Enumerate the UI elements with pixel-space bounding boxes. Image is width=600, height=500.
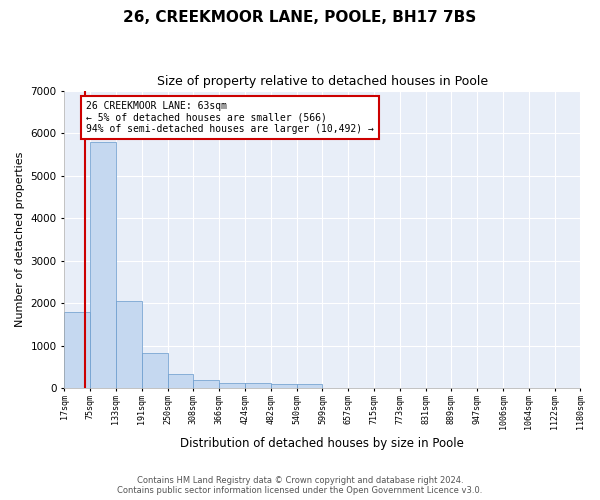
Bar [219, 383, 245, 388]
Bar [90, 142, 116, 388]
Bar [167, 374, 193, 388]
Bar [64, 312, 90, 388]
Y-axis label: Number of detached properties: Number of detached properties [15, 152, 25, 327]
Bar [245, 384, 271, 388]
Bar [116, 300, 142, 388]
Text: 26, CREEKMOOR LANE, POOLE, BH17 7BS: 26, CREEKMOOR LANE, POOLE, BH17 7BS [124, 10, 476, 25]
Bar [296, 384, 322, 388]
Bar [193, 380, 219, 388]
Bar [271, 384, 296, 388]
Bar [142, 354, 167, 388]
Text: 26 CREEKMOOR LANE: 63sqm
← 5% of detached houses are smaller (566)
94% of semi-d: 26 CREEKMOOR LANE: 63sqm ← 5% of detache… [86, 101, 374, 134]
Text: Contains HM Land Registry data © Crown copyright and database right 2024.
Contai: Contains HM Land Registry data © Crown c… [118, 476, 482, 495]
Title: Size of property relative to detached houses in Poole: Size of property relative to detached ho… [157, 75, 488, 88]
X-axis label: Distribution of detached houses by size in Poole: Distribution of detached houses by size … [181, 437, 464, 450]
